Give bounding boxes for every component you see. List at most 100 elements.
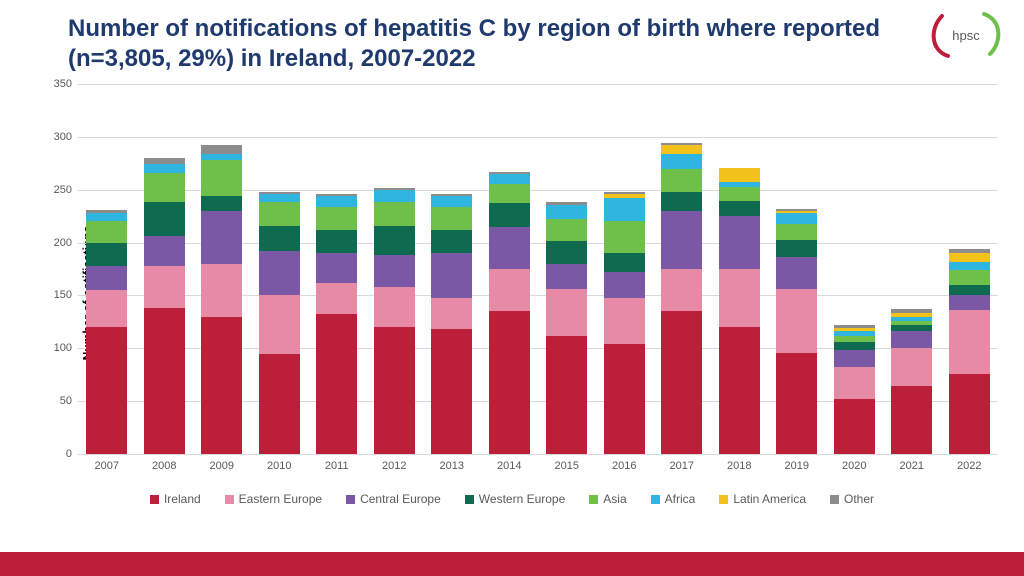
bar-segment-latin-america [949, 253, 990, 261]
bar-column: 2021 [883, 84, 941, 454]
footer-bar [0, 552, 1024, 576]
x-tick-label: 2009 [210, 460, 234, 472]
legend-label: Africa [665, 492, 696, 506]
bar-segment-western-europe [431, 230, 472, 253]
legend-label: Western Europe [479, 492, 566, 506]
x-tick-label: 2014 [497, 460, 521, 472]
legend-label: Asia [603, 492, 626, 506]
bar-segment-asia [604, 221, 645, 253]
x-tick-label: 2011 [325, 460, 349, 472]
bar-segment-ireland [719, 327, 760, 454]
bar-segment-central-europe [259, 251, 300, 295]
bar-segment-asia [201, 160, 242, 196]
bar-segment-ireland [374, 327, 415, 454]
bar-segment-asia [719, 187, 760, 202]
stacked-bar [374, 188, 415, 454]
bar-segment-western-europe [834, 342, 875, 350]
stacked-bar [546, 202, 587, 454]
x-tick-label: 2020 [842, 460, 866, 472]
y-tick-label: 0 [66, 448, 78, 460]
bar-segment-ireland [661, 311, 702, 454]
bar-column: 2017 [653, 84, 711, 454]
x-tick-label: 2019 [785, 460, 809, 472]
stacked-bar [316, 194, 357, 454]
bar-segment-eastern-europe [374, 287, 415, 327]
bar-segment-asia [86, 221, 127, 242]
stacked-bar [834, 325, 875, 454]
bar-segment-western-europe [259, 226, 300, 251]
bar-segment-western-europe [949, 285, 990, 296]
bar-segment-central-europe [604, 272, 645, 297]
stacked-bar [201, 145, 242, 454]
stacked-bar [431, 194, 472, 454]
x-tick-label: 2013 [440, 460, 464, 472]
bar-segment-ireland [834, 399, 875, 454]
legend-item: Africa [651, 492, 696, 506]
bar-segment-western-europe [201, 196, 242, 211]
legend-item: Asia [589, 492, 626, 506]
bar-column: 2022 [941, 84, 999, 454]
bar-segment-ireland [949, 374, 990, 454]
legend-item: Ireland [150, 492, 201, 506]
legend-swatch [150, 495, 159, 504]
y-tick-label: 200 [54, 237, 78, 249]
bar-segment-western-europe [661, 192, 702, 211]
bar-segment-asia [776, 224, 817, 241]
bar-segment-latin-america [719, 168, 760, 183]
bar-segment-central-europe [86, 266, 127, 290]
x-tick-label: 2012 [382, 460, 406, 472]
bar-segment-asia [374, 202, 415, 225]
bar-segment-central-europe [489, 227, 530, 269]
bar-segment-eastern-europe [316, 283, 357, 315]
bar-segment-eastern-europe [604, 298, 645, 345]
stacked-bar [719, 168, 760, 454]
x-tick-label: 2017 [670, 460, 694, 472]
bar-segment-eastern-europe [776, 289, 817, 352]
bar-segment-africa [546, 205, 587, 220]
bar-segment-asia [144, 173, 185, 203]
bar-column: 2020 [826, 84, 884, 454]
y-tick-label: 350 [54, 78, 78, 90]
bar-column: 2015 [538, 84, 596, 454]
legend-label: Other [844, 492, 874, 506]
bar-segment-central-europe [891, 331, 932, 348]
stacked-bar [949, 249, 990, 454]
bar-segment-western-europe [316, 230, 357, 253]
bar-segment-western-europe [604, 253, 645, 272]
logo-text: hpsc [952, 28, 980, 43]
bar-segment-eastern-europe [144, 266, 185, 308]
bar-column: 2008 [136, 84, 194, 454]
bar-segment-central-europe [374, 255, 415, 287]
bar-segment-africa [949, 262, 990, 270]
legend: IrelandEastern EuropeCentral EuropeWeste… [20, 492, 1004, 506]
bar-segment-central-europe [661, 211, 702, 269]
bar-segment-eastern-europe [431, 298, 472, 330]
stacked-bar [604, 192, 645, 454]
x-tick-label: 2008 [152, 460, 176, 472]
bar-column: 2014 [481, 84, 539, 454]
x-tick-label: 2007 [95, 460, 119, 472]
bar-segment-ireland [431, 329, 472, 454]
bar-segment-ireland [776, 353, 817, 454]
bar-segment-eastern-europe [719, 269, 760, 327]
bar-column: 2010 [251, 84, 309, 454]
stacked-bar [259, 192, 300, 454]
bar-segment-africa [604, 198, 645, 221]
hpsc-logo: hpsc [930, 10, 1002, 60]
bar-segment-africa [86, 213, 127, 221]
x-tick-label: 2022 [957, 460, 981, 472]
bar-segment-central-europe [949, 295, 990, 310]
bar-segment-western-europe [144, 202, 185, 236]
bar-segment-asia [431, 207, 472, 230]
bar-segment-eastern-europe [834, 367, 875, 399]
bar-column: 2018 [711, 84, 769, 454]
legend-swatch [225, 495, 234, 504]
bar-segment-eastern-europe [891, 348, 932, 386]
bar-segment-western-europe [546, 241, 587, 264]
bar-segment-africa [489, 174, 530, 185]
bar-segment-western-europe [374, 226, 415, 256]
legend-swatch [651, 495, 660, 504]
stacked-bar [144, 158, 185, 454]
y-tick-label: 300 [54, 131, 78, 143]
bar-segment-asia [546, 219, 587, 240]
